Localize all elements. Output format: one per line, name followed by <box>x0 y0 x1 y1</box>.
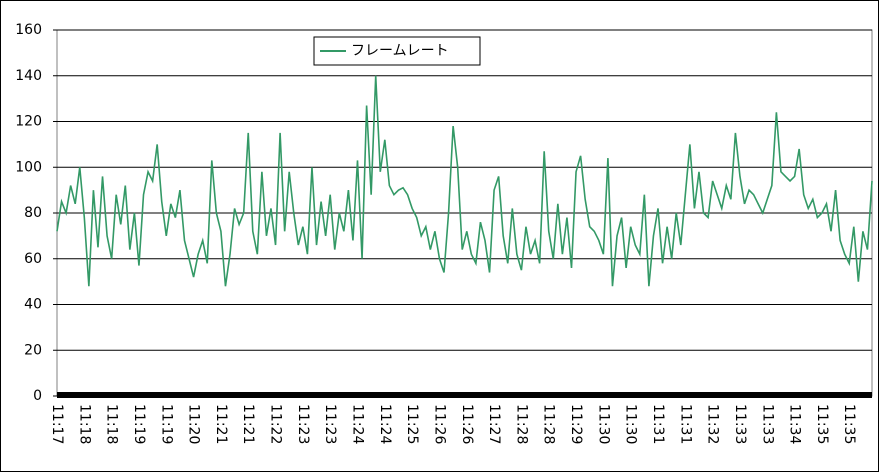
legend: フレームレート <box>313 36 481 66</box>
x-tick-label: 11:19 <box>158 404 174 444</box>
x-tick-label: 11:22 <box>268 404 284 444</box>
x-tick-label: 11:28 <box>513 404 529 444</box>
y-tick-label: 0 <box>33 388 42 404</box>
x-tick-label: 11:21 <box>240 404 256 444</box>
y-tick-label: 40 <box>24 297 42 313</box>
x-tick-label: 11:32 <box>705 404 721 444</box>
labels: 0 20 40 60 80 100 120 140 160 11:17 11:18 11:18 11:1… <box>15 22 857 444</box>
x-tick-label: 11:30 <box>595 404 611 444</box>
x-tick-label: 11:33 <box>759 404 775 444</box>
x-tick-label: 11:31 <box>650 404 666 444</box>
x-tick-label: 11:24 <box>350 404 366 444</box>
y-tick-label: 160 <box>15 22 42 38</box>
x-tick-label: 11:19 <box>131 404 147 444</box>
x-tick-label: 11:24 <box>377 404 393 444</box>
x-axis <box>57 392 872 398</box>
x-tick-label: 11:30 <box>623 404 639 444</box>
x-tick-label: 11:17 <box>49 404 65 444</box>
grid <box>53 29 872 398</box>
x-tick-label: 11:34 <box>787 404 803 444</box>
y-tick-label: 120 <box>15 114 42 130</box>
x-tick-label: 11:25 <box>404 404 420 444</box>
x-tick-label: 11:18 <box>76 404 92 444</box>
series-layer <box>56 75 873 287</box>
x-tick-label: 11:35 <box>814 404 830 444</box>
y-tick-label: 20 <box>24 342 42 358</box>
x-tick-label: 11:33 <box>732 404 748 444</box>
x-tick-label: 11:27 <box>486 404 502 444</box>
x-tick-label: 11:29 <box>568 404 584 444</box>
x-tick-label: 11:23 <box>322 404 338 444</box>
x-tick-label: 11:18 <box>104 404 120 444</box>
x-tick-label: 11:26 <box>459 404 475 444</box>
x-tick-label: 11:31 <box>677 404 693 444</box>
y-tick-label: 80 <box>24 205 42 221</box>
x-tick-label: 11:23 <box>295 404 311 444</box>
y-tick-label: 140 <box>15 68 42 84</box>
x-tick-label: 11:20 <box>186 404 202 444</box>
x-tick-label: 11:26 <box>431 404 447 444</box>
x-tick-label: 11:28 <box>541 404 557 444</box>
series-line <box>56 75 873 287</box>
legend-label: フレームレート <box>351 43 449 59</box>
x-tick-label: 11:21 <box>213 404 229 444</box>
y-tick-label: 60 <box>24 251 42 267</box>
x-tick-label: 11:35 <box>841 404 857 444</box>
y-tick-label: 100 <box>15 159 42 175</box>
